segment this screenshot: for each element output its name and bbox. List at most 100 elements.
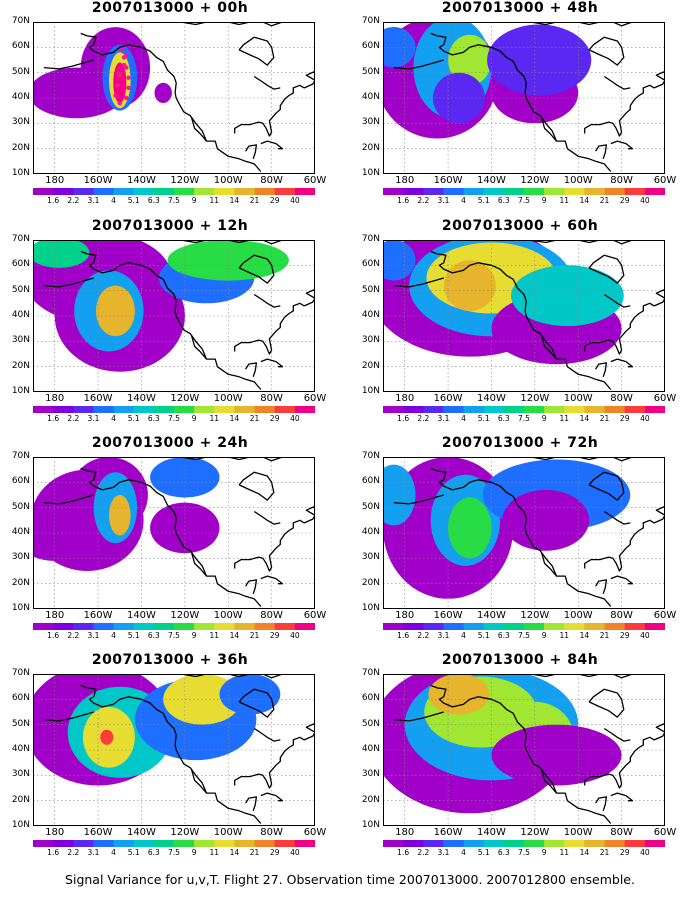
colorbar-swatch (93, 840, 114, 847)
coastline-segment (80, 684, 262, 824)
colorbar-tick-label: 21 (249, 196, 260, 205)
coastline-segment (260, 140, 284, 150)
latitude-tick-label: 50N (361, 718, 380, 729)
colorbar-swatch (624, 623, 646, 630)
observation-point (126, 75, 131, 80)
coastline-segment (595, 144, 608, 160)
colorbar-swatch (383, 188, 404, 195)
latitude-tick-label: 60N (11, 693, 30, 704)
latitude-tick-label: 20N (11, 794, 30, 805)
forecast-panel: 2007013000 + 84h 70N 60N 50N 40N 30N 20N 10N 180… (350, 652, 690, 870)
latitude-tick-label: 20N (361, 577, 380, 588)
variance-contour-region (95, 285, 135, 337)
coastline-segment (43, 277, 94, 288)
colorbar-tick-label: 21 (599, 848, 610, 857)
coastline-segment (245, 579, 258, 595)
colorbar-tick-label: 29 (269, 414, 280, 423)
observation-point (113, 93, 118, 98)
colorbar-swatch (214, 840, 235, 847)
colorbar-swatch (503, 188, 525, 195)
coastline-segment (588, 254, 625, 284)
longitude-tick-label: 100W (563, 175, 593, 186)
colorbar-swatch (234, 623, 255, 630)
latitude-tick-label: 10N (11, 820, 30, 830)
forecast-panel: 2007013000 + 12h 70N 60N 50N 40N 30N 20N 10N 180… (0, 218, 340, 436)
colorbar-tick-label: 1.6 (47, 196, 60, 205)
colorbar-tick-label: 9 (541, 631, 547, 640)
colorbar-tick-label: 6.3 (497, 196, 510, 205)
coastline-segment (612, 240, 633, 245)
colorbar-swatch (423, 840, 444, 847)
colorbar-tick-label: 7.5 (168, 196, 180, 205)
latitude-tick-label: 20N (11, 577, 30, 588)
latitude-tick-label: 30N (361, 335, 380, 346)
colorbar-swatch (153, 188, 175, 195)
longitude-tick-label: 60W (653, 175, 677, 186)
colorbar-swatch (53, 840, 74, 847)
colorbar (383, 840, 665, 847)
colorbar-tick-label: 2.2 (417, 414, 430, 423)
colorbar-tick-label: 40 (290, 631, 300, 640)
coastline-segment (603, 293, 631, 308)
latitude-tick-label: 10N (361, 820, 380, 830)
colorbar-swatch (503, 406, 525, 413)
colorbar-swatch (403, 406, 424, 413)
colorbar-tick-label: 9 (541, 414, 547, 423)
colorbar-swatch (524, 840, 545, 847)
coastline-segment (238, 36, 275, 66)
variance-contour-region (502, 489, 590, 551)
panel-title: 2007013000 + 36h (91, 652, 249, 668)
colorbar-tick-label: 7.5 (168, 848, 180, 857)
coastline-segment (80, 32, 262, 172)
coastline-layer (43, 674, 315, 824)
colorbar-tick-label: 29 (619, 196, 630, 205)
colorbar-tick-label: 29 (619, 414, 630, 423)
longitude-tick-label: 160W (83, 610, 113, 621)
colorbar-swatch (463, 188, 485, 195)
colorbar-tick-label: 3.1 (87, 848, 100, 857)
colorbar-swatch (403, 840, 424, 847)
latitude-tick-label: 50N (11, 501, 30, 512)
coastline-segment (584, 70, 665, 137)
colorbar-tick-label: 21 (599, 414, 610, 423)
coastline-segment (253, 510, 281, 525)
coastline-segment (588, 471, 625, 501)
latitude-tick-label: 20N (361, 360, 380, 371)
colorbar-swatch (544, 188, 565, 195)
colorbar-swatch (214, 406, 235, 413)
colorbar-tick-label: 1.6 (397, 196, 410, 205)
colorbar-swatch (483, 840, 505, 847)
colorbar-swatch (564, 188, 585, 195)
longitude-tick-label: 60W (303, 393, 327, 404)
colorbar-swatch (423, 406, 444, 413)
latitude-tick-label: 40N (11, 310, 30, 320)
colorbar-tick-label: 3.1 (437, 848, 450, 857)
longitude-tick-label: 60W (653, 827, 677, 838)
coastline-segment (603, 510, 631, 525)
coastline-segment (430, 250, 612, 390)
coastline-segment (262, 674, 283, 679)
coastline-segment (612, 22, 633, 27)
colorbar-swatch (544, 623, 565, 630)
longitude-tick-label: 140W (476, 827, 506, 838)
panel-title: 2007013000 + 60h (441, 218, 599, 234)
colorbar-tick-label: 5.1 (477, 196, 490, 205)
colorbar-tick-label: 11 (209, 631, 220, 640)
latitude-tick-label: 60N (361, 259, 380, 270)
variance-contour-region (219, 674, 281, 715)
latitude-tick-label: 10N (361, 603, 380, 613)
longitude-tick-label: 100W (213, 610, 243, 621)
colorbar-tick-label: 40 (290, 414, 300, 423)
colorbar-swatch (403, 188, 424, 195)
observation-point (119, 47, 125, 53)
latitude-tick-label: 70N (361, 451, 380, 461)
colorbar-tick-label: 1.6 (397, 848, 410, 857)
coastline-segment (190, 116, 207, 142)
colorbar-tick-label: 2.2 (67, 196, 80, 205)
latitude-tick-label: 70N (361, 668, 380, 678)
coastline-segment (430, 467, 612, 607)
longitude-tick-label: 60W (653, 610, 677, 621)
longitude-tick-label: 160W (433, 175, 463, 186)
latitude-tick-label: 20N (11, 142, 30, 153)
coastline-segment (262, 457, 283, 462)
